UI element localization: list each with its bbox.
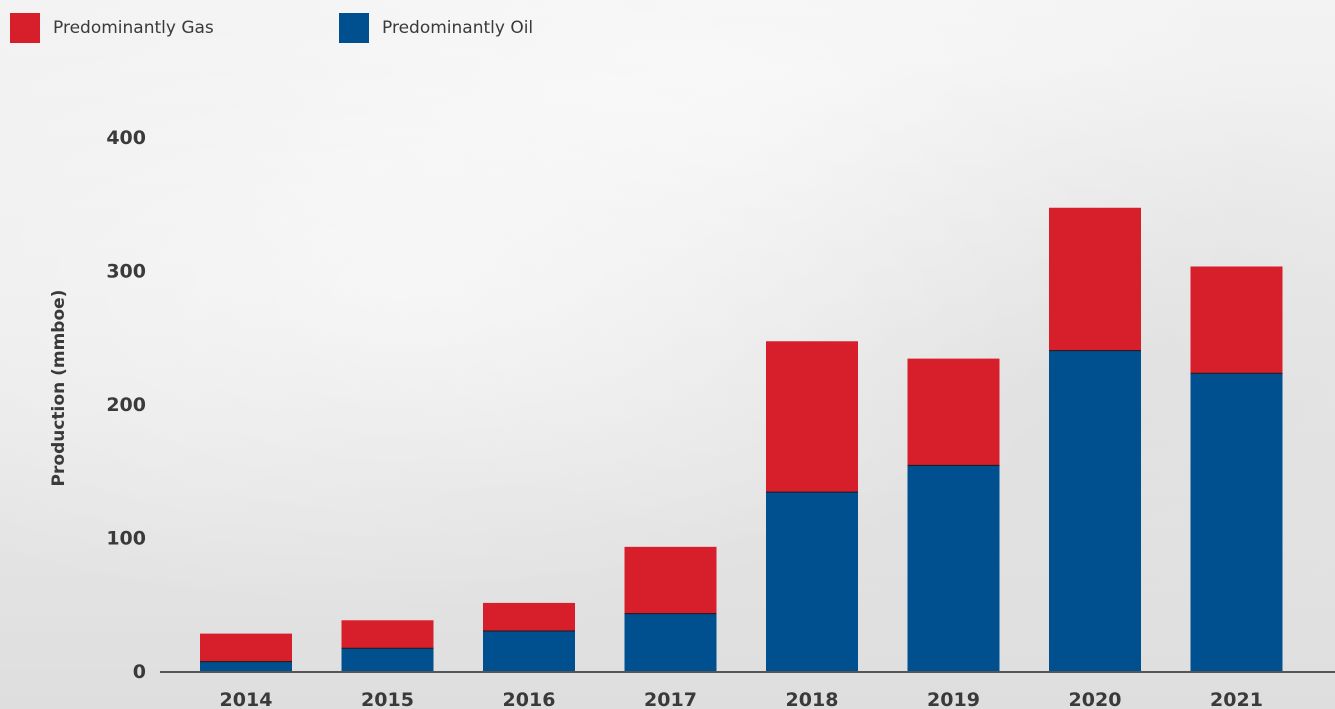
legend-item-gas: Predominantly Gas xyxy=(10,12,214,44)
bar-gas-2019 xyxy=(907,358,1000,466)
x-tick-label: 2021 xyxy=(1210,689,1263,709)
x-tick-label: 2016 xyxy=(503,689,556,709)
bar-gas-2017 xyxy=(624,546,717,614)
y-tick-label: 300 xyxy=(106,261,146,283)
y-tick-label: 100 xyxy=(106,528,146,550)
bar-gas-2021 xyxy=(1190,266,1283,374)
bar-oil-2020 xyxy=(1049,350,1141,671)
x-tick-label: 2020 xyxy=(1069,689,1122,709)
bar-oil-2019 xyxy=(907,465,1000,671)
legend-item-oil: Predominantly Oil xyxy=(339,12,533,44)
bar-gas-2018 xyxy=(766,341,858,493)
bar-oil-2014 xyxy=(200,661,292,671)
legend-swatch-gas xyxy=(10,13,40,43)
x-tick-label: 2018 xyxy=(786,689,839,709)
bar-gas-2015 xyxy=(341,620,434,649)
x-tick-label: 2014 xyxy=(220,689,273,709)
y-tick-label: 400 xyxy=(106,127,146,149)
y-tick-label: 200 xyxy=(106,394,146,416)
y-tick-label: 0 xyxy=(133,661,146,683)
bar-gas-2014 xyxy=(200,633,292,662)
bar-oil-2015 xyxy=(341,648,434,671)
bar-oil-2018 xyxy=(766,492,858,671)
bar-oil-2021 xyxy=(1190,373,1283,671)
bar-oil-2017 xyxy=(624,613,717,671)
bar-oil-2016 xyxy=(483,630,575,671)
legend-label-oil: Predominantly Oil xyxy=(382,18,534,38)
x-tick-label: 2015 xyxy=(361,689,414,709)
x-tick-label: 2017 xyxy=(644,689,697,709)
legend-label-gas: Predominantly Gas xyxy=(53,18,214,38)
x-tick-label: 2019 xyxy=(927,689,980,709)
bar-gas-2020 xyxy=(1049,207,1141,351)
bar-gas-2016 xyxy=(483,602,575,631)
legend-swatch-oil xyxy=(339,13,369,43)
